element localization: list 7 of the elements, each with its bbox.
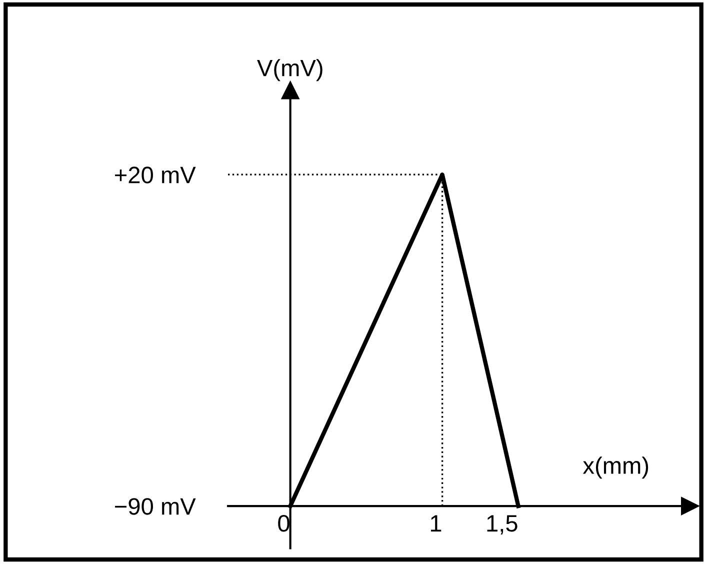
- y-axis-title: V(mV): [257, 59, 322, 82]
- y-tick-label: +20 mV: [115, 166, 196, 184]
- x-tick-label: 0: [278, 514, 290, 532]
- y-tick-label: −90 mV: [115, 498, 196, 515]
- x-tick-label: 1,5: [487, 515, 518, 534]
- x-axis-title: x(mm): [582, 456, 648, 479]
- x-tick-label: 1: [430, 515, 442, 532]
